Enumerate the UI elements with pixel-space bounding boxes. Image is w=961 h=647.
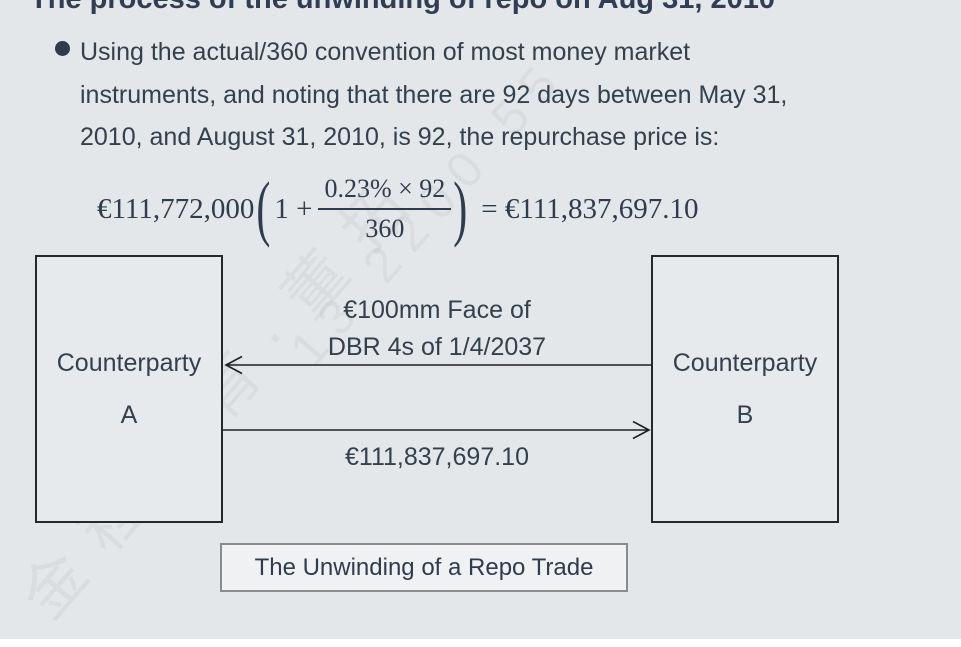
formula-principal: €111,772,000	[97, 192, 255, 225]
bottom-arrow-right	[223, 420, 651, 440]
caption-text: The Unwinding of a Repo Trade	[254, 553, 594, 581]
bullet-line-1: Using the actual/360 convention of most …	[80, 38, 691, 66]
formula-result: = €111,837,697.10	[481, 192, 699, 225]
bullet-line-3: 2010, and August 31, 2010, is 92, the re…	[80, 123, 720, 151]
top-arrow-label-line-1: €100mm Face of	[343, 296, 531, 324]
counterparty-b-label: Counterparty	[672, 349, 818, 377]
counterparty-b-letter: B	[736, 401, 754, 429]
bullet-text: Using the actual/360 convention of most …	[80, 31, 787, 159]
counterparty-a-label: Counterparty	[56, 349, 202, 377]
bullet-item: Using the actual/360 convention of most …	[55, 31, 787, 159]
slide-title: The process of the unwinding of repo on …	[30, 0, 775, 17]
formula-numerator: 0.23% × 92	[318, 174, 452, 210]
top-arrow-label: €100mm Face of DBR 4s of 1/4/2037	[237, 292, 637, 366]
bottom-arrow-label: €111,837,697.10	[237, 439, 637, 476]
counterparty-a-letter: A	[120, 401, 138, 429]
formula-open-paren: (	[256, 168, 271, 250]
counterparty-a-box: Counterparty A	[35, 255, 223, 523]
bottom-arrow-label-text: €111,837,697.10	[345, 443, 529, 471]
formula-fraction: 0.23% × 92 360	[318, 174, 452, 244]
formula-denominator: 360	[365, 214, 405, 243]
counterparty-b-box: Counterparty B	[651, 255, 839, 523]
caption-box: The Unwinding of a Repo Trade	[220, 543, 628, 592]
repurchase-price-formula: €111,772,000 ( 1 + 0.23% × 92 360 ) = €1…	[97, 164, 699, 254]
formula-close-paren: )	[453, 168, 468, 250]
bullet-line-2: instruments, and noting that there are 9…	[80, 80, 788, 109]
bullet-icon	[55, 41, 70, 56]
formula-one-plus: 1 +	[274, 192, 313, 225]
top-arrow-label-line-2: DBR 4s of 1/4/2037	[327, 333, 547, 361]
bottom-strip	[0, 639, 961, 647]
